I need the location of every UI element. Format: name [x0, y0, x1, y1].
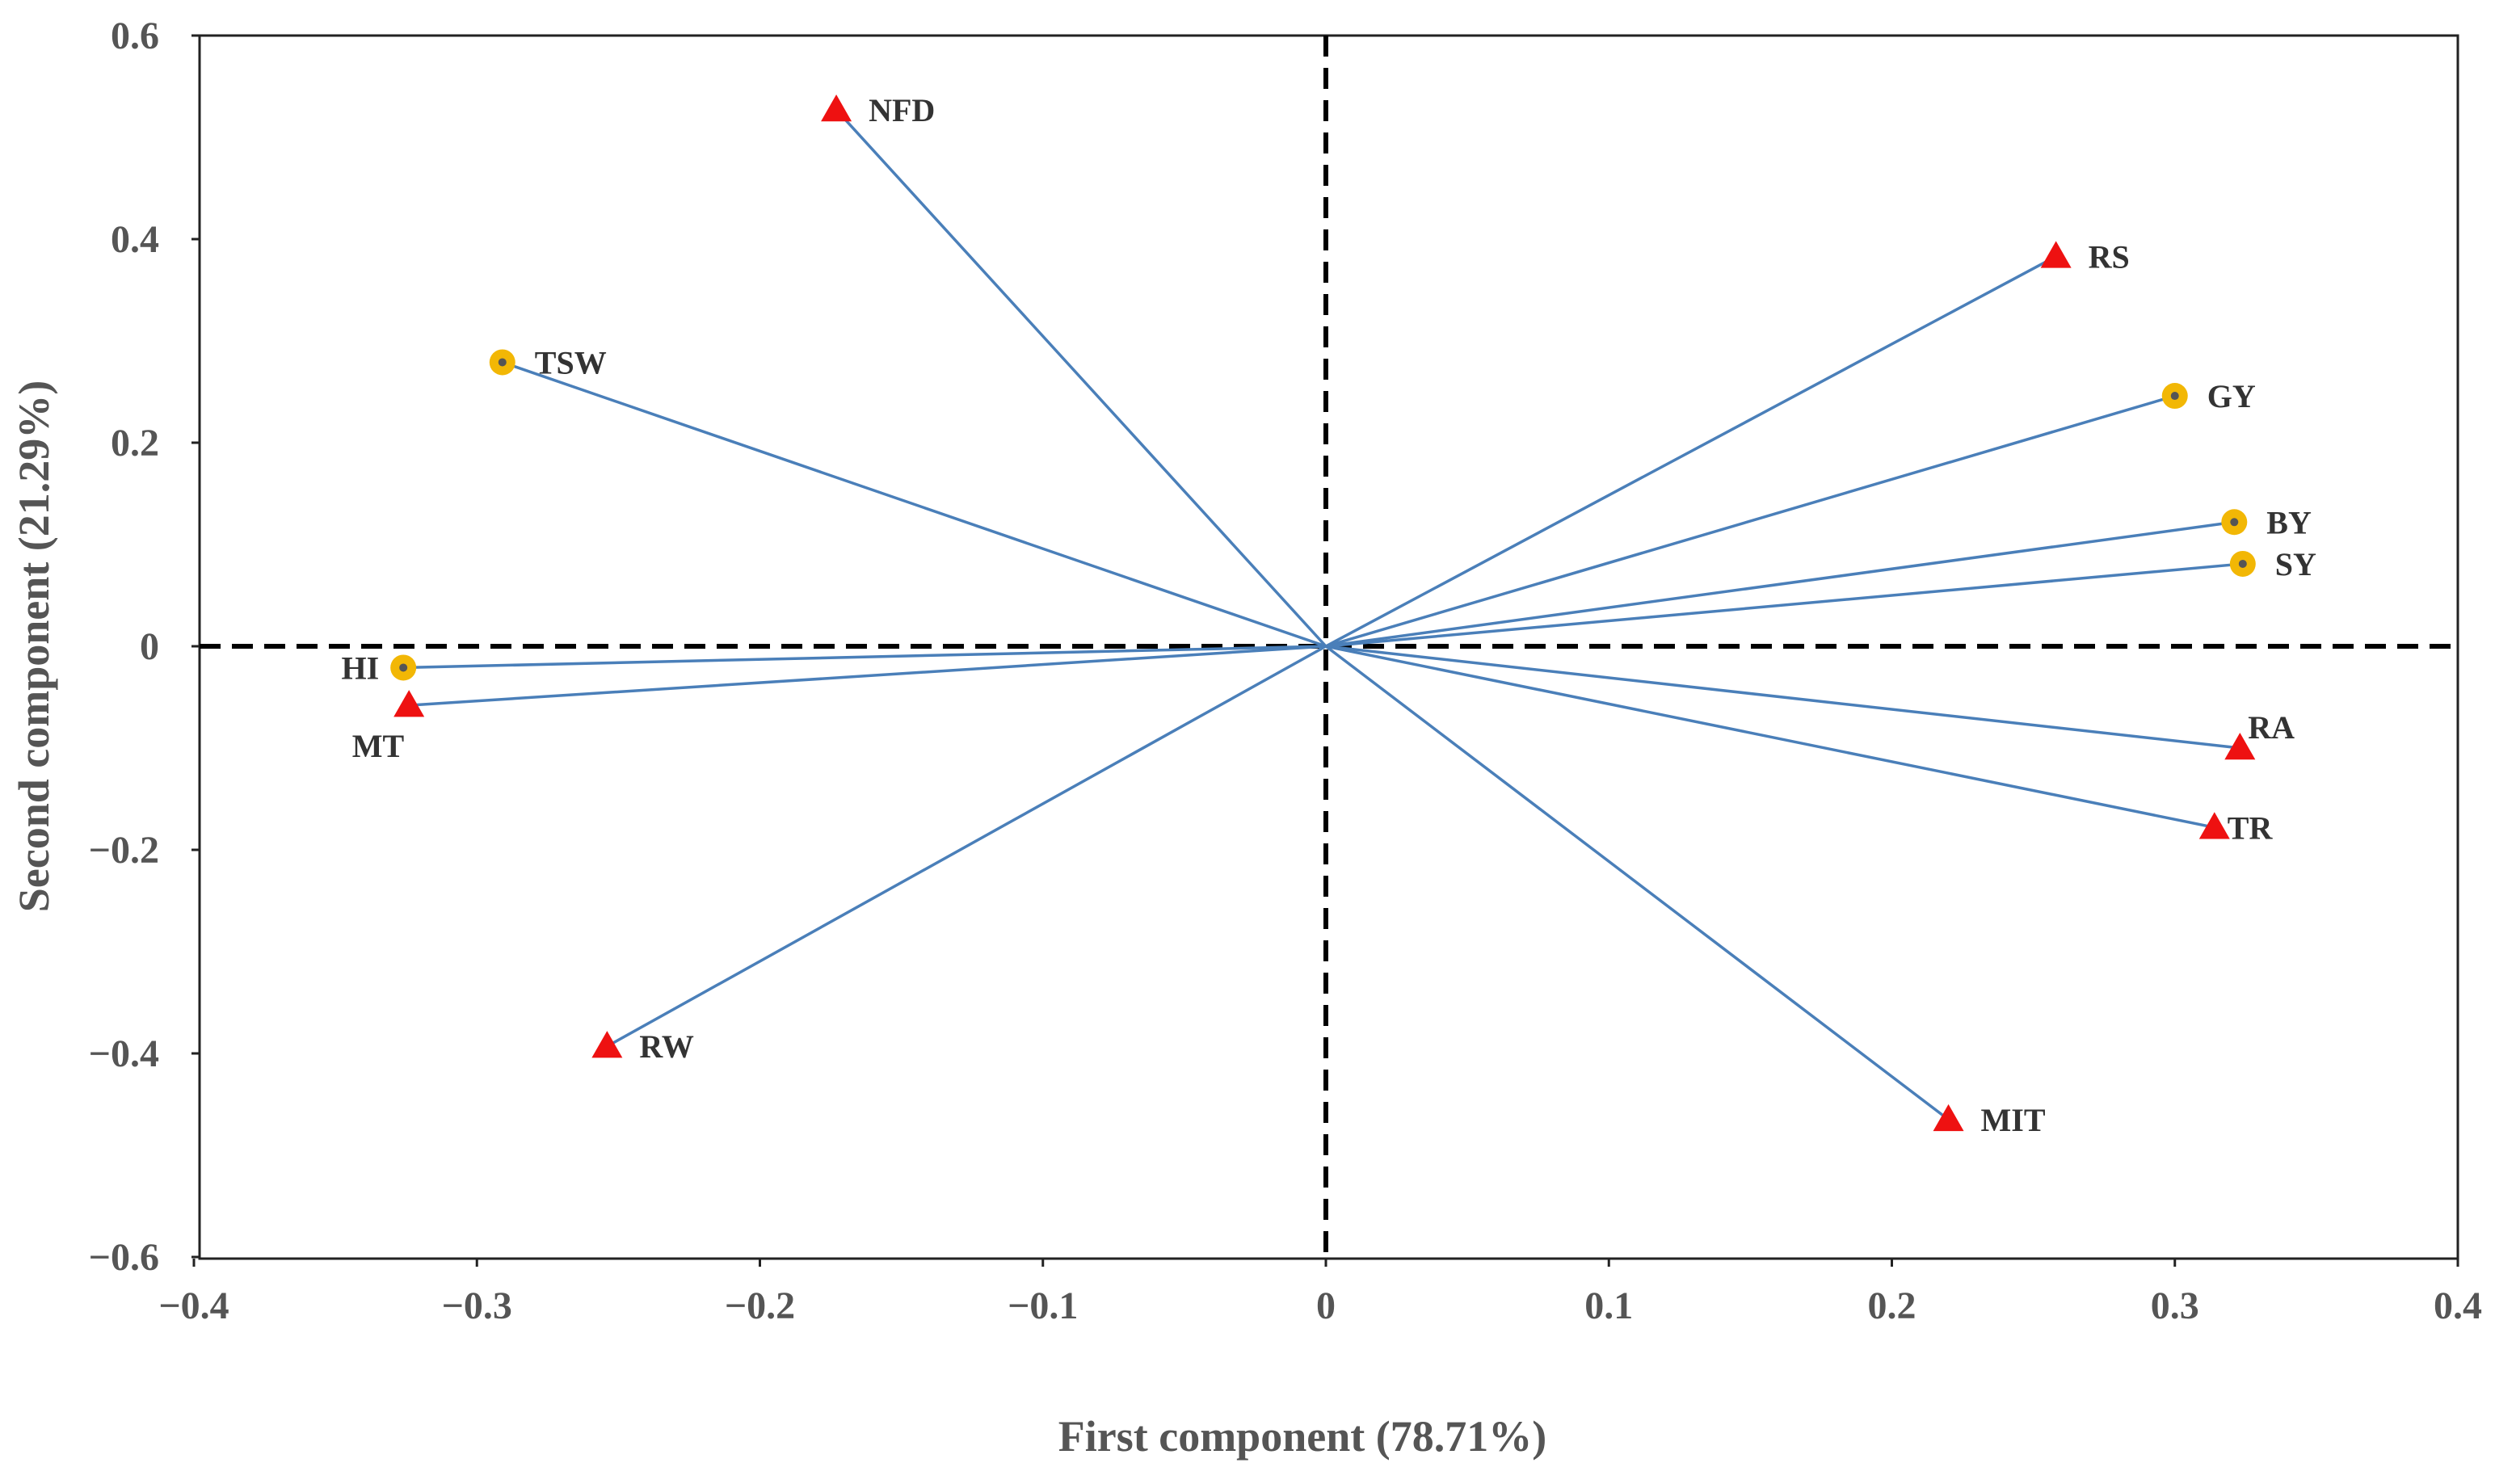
marker-mt: [393, 690, 425, 717]
label-by: BY: [2266, 504, 2312, 540]
label-mit: MIT: [1981, 1102, 2046, 1138]
marker-mit: [1933, 1104, 1964, 1132]
x-tick-label: 0.3: [2151, 1284, 2199, 1327]
y-tick-label: 0: [140, 625, 159, 668]
label-nfd: NFD: [869, 92, 935, 128]
marker-rs: [2040, 241, 2072, 268]
y-axis-title: Second component (21.29%): [10, 380, 58, 913]
vector-mt: [409, 645, 1327, 707]
point-labels: NFD RS TSW GY BY SY HI MT RA TR RW MIT: [341, 92, 2316, 1138]
point-markers: [390, 94, 2256, 1132]
x-tick-label: 0.2: [1868, 1284, 1916, 1327]
y-tick-label: 0.4: [111, 218, 159, 261]
y-tick-label: 0.2: [111, 422, 159, 465]
y-tick-label: −0.6: [89, 1236, 159, 1279]
x-tick-label: 0.1: [1584, 1284, 1633, 1327]
x-axis-ticks: −0.4 −0.3 −0.2 −0.1 0 0.1 0.2 0.3 0.4: [158, 1259, 2482, 1327]
marker-center-tsw: [498, 358, 507, 367]
x-tick-label: −0.1: [1008, 1284, 1078, 1327]
y-tick-label: −0.4: [89, 1032, 159, 1075]
vector-tsw: [502, 360, 1327, 648]
label-mt: MT: [352, 728, 405, 764]
y-axis-ticks: −0.6 −0.4 −0.2 0 0.2 0.4 0.6: [89, 15, 200, 1279]
marker-tr: [2198, 812, 2230, 839]
label-tsw: TSW: [535, 344, 607, 380]
y-tick-label: −0.2: [89, 829, 159, 872]
vector-hi: [403, 645, 1327, 670]
loading-vectors: [403, 108, 2243, 1121]
x-tick-label: −0.3: [442, 1284, 512, 1327]
label-tr: TR: [2228, 809, 2274, 846]
x-axis-title: First component (78.71%): [1058, 1412, 1546, 1461]
label-gy: GY: [2207, 378, 2256, 414]
label-rw: RW: [639, 1028, 693, 1065]
vector-mit: [1324, 645, 1950, 1121]
vector-gy: [1325, 394, 2176, 648]
label-rs: RS: [2089, 238, 2130, 275]
x-tick-label: −0.4: [158, 1284, 229, 1327]
x-tick-label: −0.2: [725, 1284, 795, 1327]
marker-rw: [591, 1031, 623, 1058]
label-hi: HI: [341, 650, 379, 686]
zero-lines: [200, 36, 2458, 1259]
vector-ra: [1325, 645, 2240, 750]
marker-center-sy: [2238, 559, 2247, 568]
vector-sy: [1325, 562, 2243, 648]
vector-tr: [1325, 645, 2215, 829]
vector-nfd: [835, 108, 1327, 648]
marker-ra: [2224, 733, 2256, 760]
x-tick-label: 0: [1316, 1284, 1336, 1327]
label-ra: RA: [2248, 709, 2295, 746]
marker-center-hi: [399, 663, 408, 672]
vector-by: [1325, 520, 2235, 648]
marker-center-gy: [2170, 392, 2179, 401]
marker-nfd: [821, 94, 852, 122]
marker-center-by: [2230, 518, 2239, 527]
x-tick-label: 0.4: [2434, 1284, 2482, 1327]
y-tick-label: 0.6: [111, 15, 159, 57]
vector-rw: [606, 645, 1327, 1048]
label-sy: SY: [2275, 546, 2316, 582]
vector-rs: [1325, 254, 2057, 648]
